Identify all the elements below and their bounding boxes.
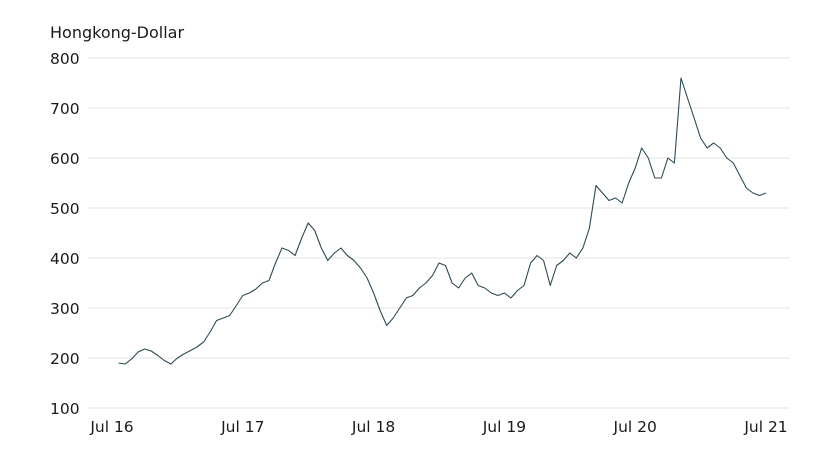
x-tick-label: Jul 17 [220, 418, 264, 436]
y-tick-label: 700 [50, 100, 80, 118]
x-tick-label: Jul 18 [351, 418, 395, 436]
y-tick-label: 500 [50, 200, 80, 218]
y-axis-ticks: 800 700 600 500 400 300 200 100 [50, 50, 80, 418]
y-tick-label: 800 [50, 50, 80, 68]
x-axis-ticks: Jul 16 Jul 17 Jul 18 Jul 19 Jul 20 Jul 21 [89, 418, 787, 436]
x-tick-label: Jul 20 [613, 418, 657, 436]
y-tick-label: 100 [50, 400, 80, 418]
y-tick-label: 200 [50, 350, 80, 368]
y-tick-label: 300 [50, 300, 80, 318]
y-axis-label: Hongkong-Dollar [50, 23, 184, 42]
y-tick-label: 600 [50, 150, 80, 168]
gridlines [88, 57, 790, 409]
x-tick-label: Jul 16 [89, 418, 133, 436]
x-tick-label: Jul 19 [482, 418, 526, 436]
y-tick-label: 400 [50, 250, 80, 268]
price-series-line [118, 77, 767, 365]
x-tick-label: Jul 21 [743, 418, 787, 436]
